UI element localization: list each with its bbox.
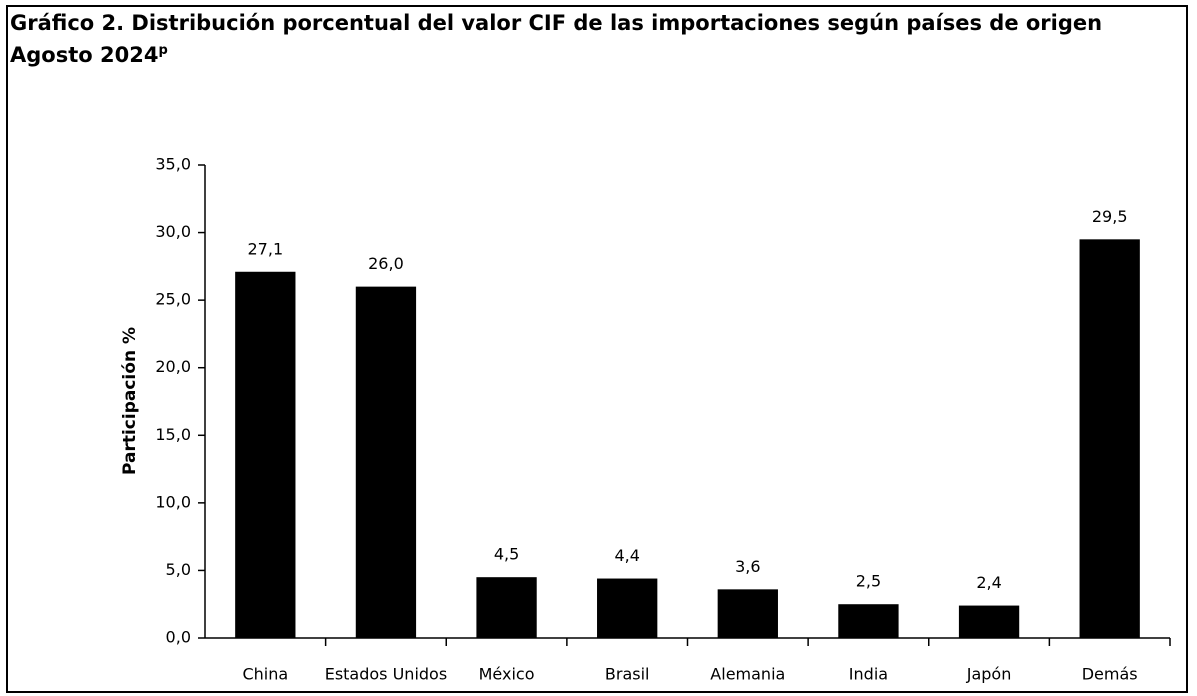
value-label: 3,6 [735,557,760,576]
bar [235,271,296,638]
y-tick-label: 10,0 [155,492,191,511]
x-tick-label: Japón [966,665,1012,684]
chart-subtitle: Agosto 2024p [10,43,168,67]
subtitle-text: Agosto 2024 [10,43,158,67]
x-tick-label: Alemania [710,665,785,684]
bar [355,286,417,638]
x-tick-label: India [849,665,888,684]
y-tick-label: 35,0 [155,155,191,174]
bar [717,589,778,638]
x-tick-label: Demás [1082,665,1138,684]
y-tick-label: 15,0 [155,425,191,444]
bar [838,604,899,638]
y-axis-label: Participación % [120,327,140,475]
bar [597,578,658,638]
value-label: 4,5 [494,545,519,564]
y-tick-label: 30,0 [155,222,191,241]
y-tick-label: 0,0 [166,628,191,647]
y-tick-label: 5,0 [166,560,191,579]
frame [6,5,1188,693]
subtitle-superscript: p [158,43,167,58]
value-label: 27,1 [248,239,284,258]
bar [958,605,1020,638]
x-tick-label: Brasil [605,665,650,684]
x-tick-label: Estados Unidos [325,665,447,684]
value-label: 29,5 [1092,207,1128,226]
y-tick-label: 20,0 [155,357,191,376]
value-label: 2,4 [976,573,1001,592]
value-label: 2,5 [856,572,881,591]
chart-title: Gráfico 2. Distribución porcentual del v… [10,11,1102,35]
value-label: 4,4 [614,546,639,565]
bar [1079,239,1140,639]
bar [476,577,537,638]
x-tick-label: China [242,665,288,684]
x-tick-label: México [479,665,535,684]
y-tick-label: 25,0 [155,290,191,309]
value-label: 26,0 [368,254,404,273]
